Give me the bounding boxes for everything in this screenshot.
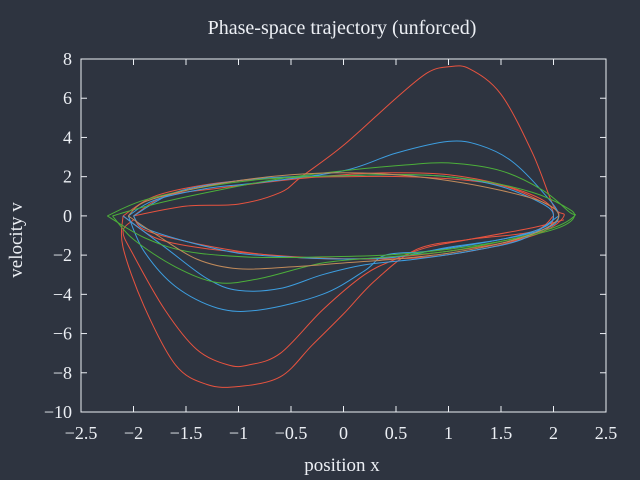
chart-title: Phase-space trajectory (unforced) <box>208 17 477 39</box>
x-tick-label: 0 <box>339 423 348 443</box>
ticks-layer: −2.5 −2 −1.5 −1 −0.5 0 0.5 1 1.5 2 2.5 −10 −8 −6 −4 −2 0… <box>44 49 617 443</box>
y-tick-label: −10 <box>44 402 72 422</box>
trajectory-line-4 <box>120 215 554 388</box>
trajectory-line-2 <box>122 65 565 260</box>
x-tick-label: −1.5 <box>170 423 203 443</box>
y-axis-label: velocity v <box>6 202 27 278</box>
series-layer <box>107 65 577 388</box>
y-tick-label: −6 <box>53 324 72 344</box>
trajectory-line-5 <box>122 175 560 217</box>
y-tick-label: 2 <box>63 167 72 187</box>
x-tick-label: −2.5 <box>65 423 98 443</box>
trajectory-line-1 <box>133 172 554 260</box>
y-tick-label: 6 <box>63 88 72 108</box>
x-tick-label: 0.5 <box>385 423 408 443</box>
x-tick-label: 2.5 <box>595 423 618 443</box>
x-tick-label: 1 <box>444 423 453 443</box>
trajectory-line-11 <box>127 172 560 270</box>
x-tick-label: −1 <box>229 423 248 443</box>
x-tick-label: 1.5 <box>490 423 513 443</box>
x-tick-label: 2 <box>549 423 558 443</box>
y-tick-label: 4 <box>63 127 72 147</box>
y-tick-label: −8 <box>53 363 72 383</box>
y-tick-label: 0 <box>63 206 72 226</box>
y-tick-label: 8 <box>63 49 72 69</box>
x-axis-label: position x <box>304 455 380 476</box>
x-tick-label: −0.5 <box>275 423 308 443</box>
x-tick-label: −2 <box>124 423 143 443</box>
trajectory-line-10 <box>107 173 576 259</box>
trajectory-line-6 <box>127 140 560 312</box>
trajectory-line-7 <box>122 215 560 292</box>
y-tick-label: −4 <box>53 284 72 304</box>
y-tick-label: −2 <box>53 245 72 265</box>
